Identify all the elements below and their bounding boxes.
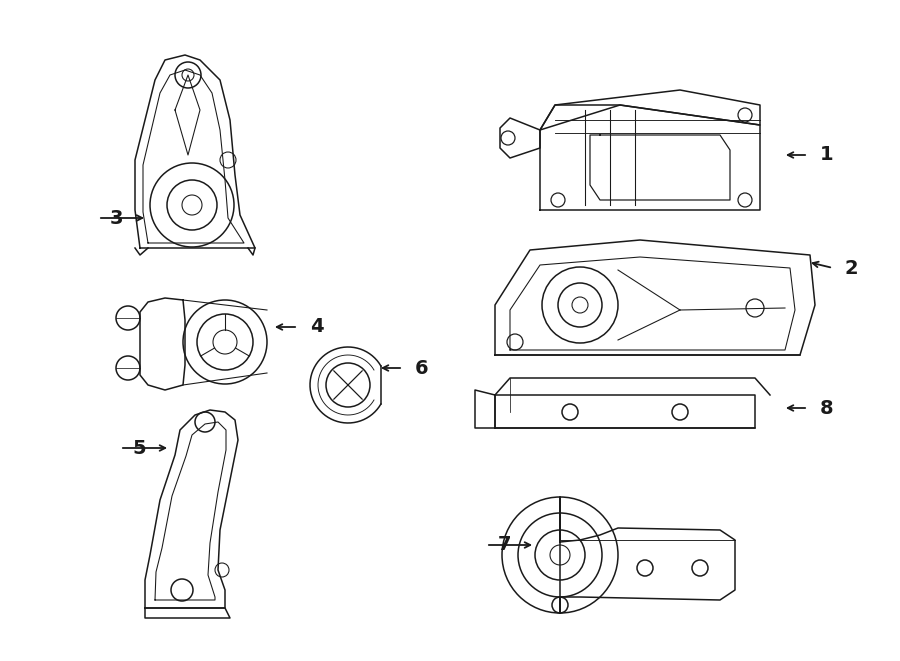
Text: 4: 4: [310, 317, 324, 336]
Text: 2: 2: [845, 258, 859, 278]
Text: 1: 1: [820, 145, 833, 165]
Text: 7: 7: [498, 535, 511, 555]
Text: 6: 6: [415, 358, 428, 377]
Text: 8: 8: [820, 399, 833, 418]
Text: 5: 5: [132, 438, 146, 457]
Text: 3: 3: [110, 208, 123, 227]
